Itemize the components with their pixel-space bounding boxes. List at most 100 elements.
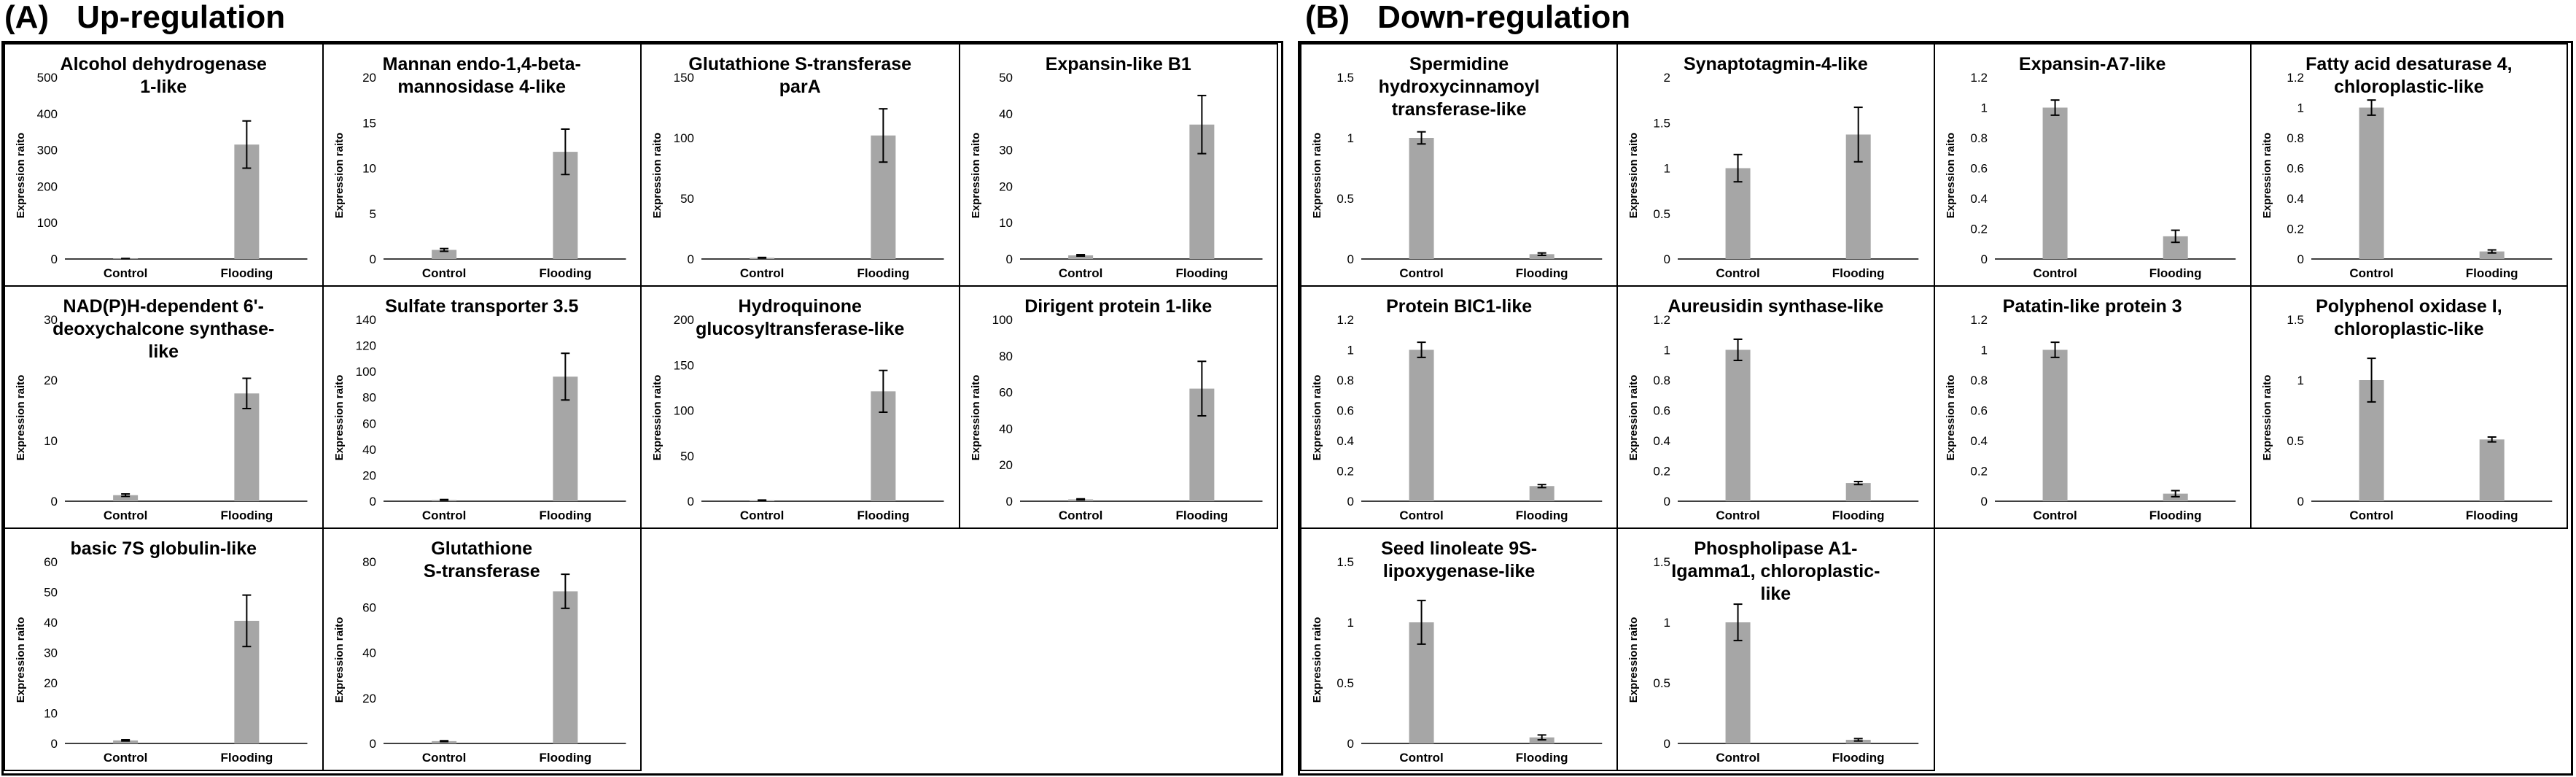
chart-title: Mannan endo-1,4-beta- mannosidase 4-like xyxy=(382,54,581,97)
y-axis-label: Expression raito xyxy=(1311,375,1323,461)
y-tick-label: 300 xyxy=(37,144,58,158)
section-b-letter: (B) xyxy=(1305,0,1350,35)
y-tick-label: 1 xyxy=(1347,616,1354,630)
y-tick-label: 0.2 xyxy=(1970,465,1988,479)
y-tick-label: 0 xyxy=(51,737,58,751)
chart-b-2: Expression raito 0 0.5 1 1.5 2 Control Flooding xyxy=(1627,71,1919,280)
x-tick-label: Flooding xyxy=(857,266,909,280)
y-tick-label: 0 xyxy=(1980,252,1987,266)
chart-panel: Expression raito 0 0.5 1 1.5 2 Control Flooding… xyxy=(1616,43,1935,287)
chart-title: NAD(P)H-dependent 6'- deoxychalcone synt… xyxy=(52,296,275,362)
x-tick-label: Control xyxy=(740,509,784,522)
y-axis-label: Expression raito xyxy=(1627,617,1640,703)
x-tick-label: Flooding xyxy=(1832,509,1885,522)
x-tick-label: Control xyxy=(2349,509,2393,522)
x-tick-label: Flooding xyxy=(1175,266,1228,280)
up-regulation-grid: Expression raito 0 100 200 300 400 500 Control F… xyxy=(1,41,1283,776)
chart-a-8: Expression raito 0 20 40 60 80 100 Control Flood… xyxy=(970,313,1262,522)
bar-control xyxy=(1409,349,1434,501)
section-b-title: Down-regulation xyxy=(1377,0,1631,35)
y-tick-label: 0.2 xyxy=(1970,223,1988,236)
y-axis-label: Expression raito xyxy=(651,375,664,461)
x-tick-label: Control xyxy=(2033,509,2077,522)
chart-title: Hydroquinone glucosyltransferase-like xyxy=(696,296,905,339)
bar-control xyxy=(1725,349,1751,501)
chart-title: Expansin-A7-like xyxy=(2018,54,2166,74)
y-axis-label: Expression raito xyxy=(15,375,27,461)
chart-panel: Expression raito 0 0.2 0.4 0.6 0.8 1 1.2 Control… xyxy=(1300,285,1619,529)
chart-title: basic 7S globulin-like xyxy=(70,538,257,559)
chart-a-10: Expression raito 0 20 40 60 80 Control Flooding xyxy=(333,555,626,765)
x-tick-label: Control xyxy=(2349,266,2393,280)
y-tick-label: 60 xyxy=(44,555,58,569)
chart-a-4: Expression raito 0 10 20 30 40 50 Control Floodi… xyxy=(970,71,1262,280)
bar-flooding xyxy=(1529,486,1554,501)
chart-b-1: Expression raito 0 0.5 1 1.5 Control Flooding xyxy=(1311,71,1603,280)
y-tick-label: 0 xyxy=(2297,495,2303,509)
chart-title: Alcohol dehydrogenase 1-like xyxy=(60,54,267,97)
chart-b-4: Expression raito 0 0.2 0.4 0.6 0.8 1 1.2 Control… xyxy=(2261,71,2552,280)
y-axis-label: Expression raito xyxy=(1945,375,1957,461)
y-tick-label: 0.4 xyxy=(2287,192,2304,206)
chart-a-1: Expression raito 0 100 200 300 400 500 Control F… xyxy=(15,71,308,280)
y-tick-label: 40 xyxy=(999,107,1013,121)
y-tick-label: 40 xyxy=(362,646,376,660)
chart-title: Expansin-like B1 xyxy=(1045,54,1191,74)
chart-a-6: Expression raito 0 20 40 60 80 100 120 140 Contro… xyxy=(333,313,626,522)
x-tick-label: Flooding xyxy=(1175,509,1228,522)
chart-title: Fatty acid desaturase 4, chloroplastic-l… xyxy=(2305,54,2513,97)
x-tick-label: Control xyxy=(1058,266,1102,280)
y-tick-label: 1 xyxy=(1664,616,1670,630)
x-tick-label: Flooding xyxy=(539,266,591,280)
bar-control xyxy=(2042,349,2068,501)
y-tick-label: 0.4 xyxy=(1336,434,1354,448)
section-b-header: (B) Down-regulation xyxy=(1305,0,1630,36)
x-tick-label: Control xyxy=(1399,266,1443,280)
y-tick-label: 100 xyxy=(37,216,58,230)
chart-a-3: Expression raito 0 50 100 150 Control Flooding xyxy=(651,71,944,280)
chart-title: Aureusidin synthase-like xyxy=(1668,296,1884,317)
chart-panel: Expression raito 0 0.2 0.4 0.6 0.8 1 1.2 Control… xyxy=(1933,285,2252,529)
y-tick-label: 0 xyxy=(1347,737,1354,751)
y-axis-label: Expression raito xyxy=(15,133,27,219)
y-axis-label: Expression raito xyxy=(1627,375,1640,461)
y-tick-label: 1.2 xyxy=(1970,71,1988,85)
x-tick-label: Control xyxy=(1058,509,1102,522)
y-axis-label: Expression raito xyxy=(651,133,664,219)
y-tick-label: 200 xyxy=(37,179,58,193)
y-tick-label: 10 xyxy=(362,162,376,176)
chart-a-7: Expression raito 0 50 100 150 200 Control Flood… xyxy=(651,313,944,522)
y-tick-label: 20 xyxy=(999,179,1013,193)
bar-flooding xyxy=(2479,439,2505,501)
y-tick-label: 0.6 xyxy=(1970,404,1988,418)
chart-a-5: Expression raito 0 10 20 30 Control Flooding xyxy=(15,313,308,522)
bar-flooding xyxy=(2163,493,2188,501)
x-tick-label: Control xyxy=(1716,266,1760,280)
y-tick-label: 40 xyxy=(44,616,58,630)
y-tick-label: 0 xyxy=(1347,495,1354,509)
chart-panel: Expression raito 0 20 40 60 80 100 120 140 Contro… xyxy=(322,285,642,529)
y-tick-label: 120 xyxy=(355,339,375,353)
y-tick-label: 100 xyxy=(674,131,694,145)
y-tick-label: 0 xyxy=(688,495,694,509)
y-tick-label: 100 xyxy=(674,404,694,418)
chart-panel: Expression raito 0 50 100 150 200 Control Flood… xyxy=(640,285,960,529)
y-tick-label: 0.2 xyxy=(1336,465,1354,479)
chart-title: Sulfate transporter 3.5 xyxy=(385,296,579,317)
chart-title: Spermidine hydroxycinnamoyl transferase-… xyxy=(1378,54,1540,120)
x-tick-label: Flooding xyxy=(1832,266,1885,280)
y-tick-label: 1 xyxy=(1980,344,1987,357)
bar-control xyxy=(2042,107,2068,259)
y-tick-label: 40 xyxy=(999,422,1013,436)
y-tick-label: 1 xyxy=(1664,162,1670,176)
y-tick-label: 30 xyxy=(44,313,58,327)
chart-panel: Expression raito 0 0.5 1 1.5 Control Flooding P… xyxy=(2249,285,2568,529)
x-tick-label: Control xyxy=(421,509,465,522)
y-tick-label: 20 xyxy=(999,458,1013,472)
bar-control xyxy=(1725,168,1751,259)
y-axis-label: Expression raito xyxy=(2261,375,2273,461)
y-tick-label: 20 xyxy=(44,676,58,690)
chart-title: Protein BIC1-like xyxy=(1386,296,1533,317)
y-tick-label: 1.5 xyxy=(1336,555,1354,569)
y-tick-label: 0.6 xyxy=(1336,404,1354,418)
